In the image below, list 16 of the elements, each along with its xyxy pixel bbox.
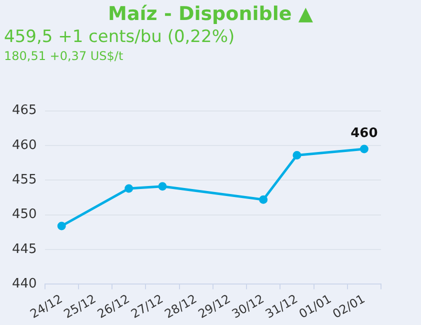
y-tick-label: 465	[12, 103, 37, 118]
y-tick-label: 440	[12, 276, 37, 292]
y-tick-label: 455	[12, 172, 37, 188]
point	[360, 144, 368, 154]
y-tick-label: 445	[12, 242, 37, 257]
data-label: 460	[350, 126, 378, 141]
point	[124, 184, 134, 193]
point	[259, 195, 268, 204]
chart-title: Maíz - Disponible ▲	[107, 3, 314, 27]
point	[57, 222, 66, 230]
point	[292, 150, 302, 160]
y-tick-label: 450	[12, 207, 37, 222]
point	[158, 182, 167, 191]
y-tick-label: 460	[12, 138, 37, 153]
text: 180,51 +0,37 US$/t	[3, 49, 124, 65]
chart-subtitle: 459,5 +1 cents/bu (0,22%)	[3, 27, 236, 49]
